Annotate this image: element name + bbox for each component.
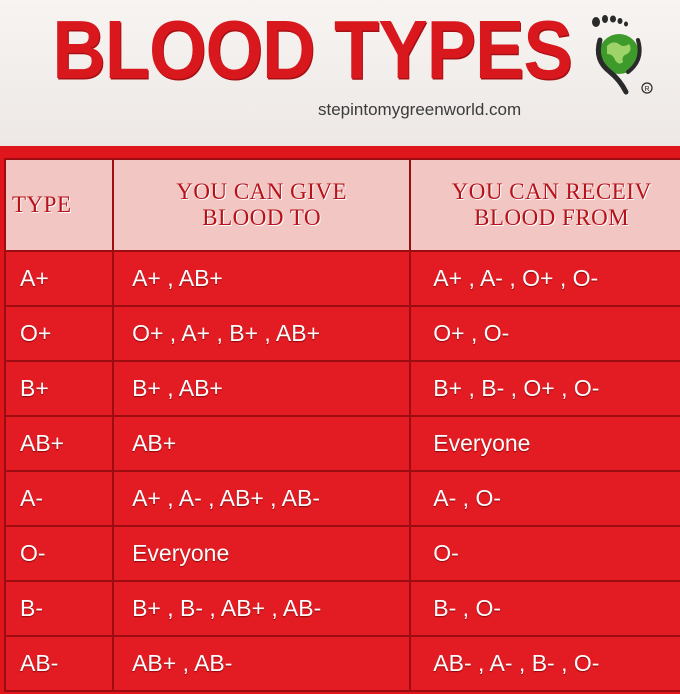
website-link[interactable]: stepintomygreenworld.com bbox=[318, 100, 522, 119]
table-row: O+ O+ , A+ , B+ , AB+ O+ , O- bbox=[3, 305, 680, 362]
cell-type: O+ bbox=[3, 305, 115, 362]
cell-receive: A+ , A- , O+ , O- bbox=[409, 250, 680, 307]
header-give: YOU CAN GIVE BLOOD TO bbox=[112, 158, 412, 252]
table-row: AB- AB+ , AB- AB- , A- , B- , O- bbox=[3, 635, 680, 692]
table-row: B+ B+ , AB+ B+ , B- , O+ , O- bbox=[3, 360, 680, 417]
table-row: A+ A+ , AB+ A+ , A- , O+ , O- bbox=[3, 250, 680, 307]
svg-text:R: R bbox=[645, 86, 650, 93]
cell-type: O- bbox=[3, 525, 115, 582]
blood-type-table: TYPE YOU CAN GIVE BLOOD TO YOU CAN RECEI… bbox=[0, 146, 680, 694]
footprint-globe-icon: R bbox=[592, 15, 653, 95]
header-give-line1: YOU CAN GIVE bbox=[176, 179, 348, 204]
cell-receive: B+ , B- , O+ , O- bbox=[409, 360, 680, 417]
header-receive-line2: BLOOD FROM bbox=[474, 205, 630, 230]
cell-give: AB+ , AB- bbox=[112, 635, 412, 692]
header-give-line2: BLOOD TO bbox=[202, 205, 322, 230]
cell-give: O+ , A+ , B+ , AB+ bbox=[112, 305, 412, 362]
cell-give: A+ , A- , AB+ , AB- bbox=[112, 470, 412, 527]
header-receive: YOU CAN RECEIV BLOOD FROM bbox=[409, 158, 680, 252]
table-row: B- B+ , B- , AB+ , AB- B- , O- bbox=[3, 580, 680, 637]
header: BLOOD TYPES stepintomygreenworld.com R bbox=[0, 0, 680, 146]
cell-receive: AB- , A- , B- , O- bbox=[409, 635, 680, 692]
header-receive-line1: YOU CAN RECEIV bbox=[451, 179, 652, 204]
table-row: O- Everyone O- bbox=[3, 525, 680, 582]
cell-give: B+ , B- , AB+ , AB- bbox=[112, 580, 412, 637]
cell-give: AB+ bbox=[112, 415, 412, 472]
cell-receive: O- bbox=[409, 525, 680, 582]
cell-receive: Everyone bbox=[409, 415, 680, 472]
cell-receive: O+ , O- bbox=[409, 305, 680, 362]
page-title: BLOOD TYPES bbox=[52, 3, 572, 97]
cell-receive: A- , O- bbox=[409, 470, 680, 527]
table-row: A- A+ , A- , AB+ , AB- A- , O- bbox=[3, 470, 680, 527]
cell-type: A+ bbox=[3, 250, 115, 307]
cell-type: AB+ bbox=[3, 415, 115, 472]
table-row: AB+ AB+ Everyone bbox=[3, 415, 680, 472]
cell-type: AB- bbox=[3, 635, 115, 692]
cell-type: B- bbox=[3, 580, 115, 637]
header-type: TYPE bbox=[3, 158, 115, 252]
cell-give: Everyone bbox=[112, 525, 412, 582]
cell-type: B+ bbox=[3, 360, 115, 417]
cell-give: B+ , AB+ bbox=[112, 360, 412, 417]
cell-receive: B- , O- bbox=[409, 580, 680, 637]
cell-give: A+ , AB+ bbox=[112, 250, 412, 307]
cell-type: A- bbox=[3, 470, 115, 527]
